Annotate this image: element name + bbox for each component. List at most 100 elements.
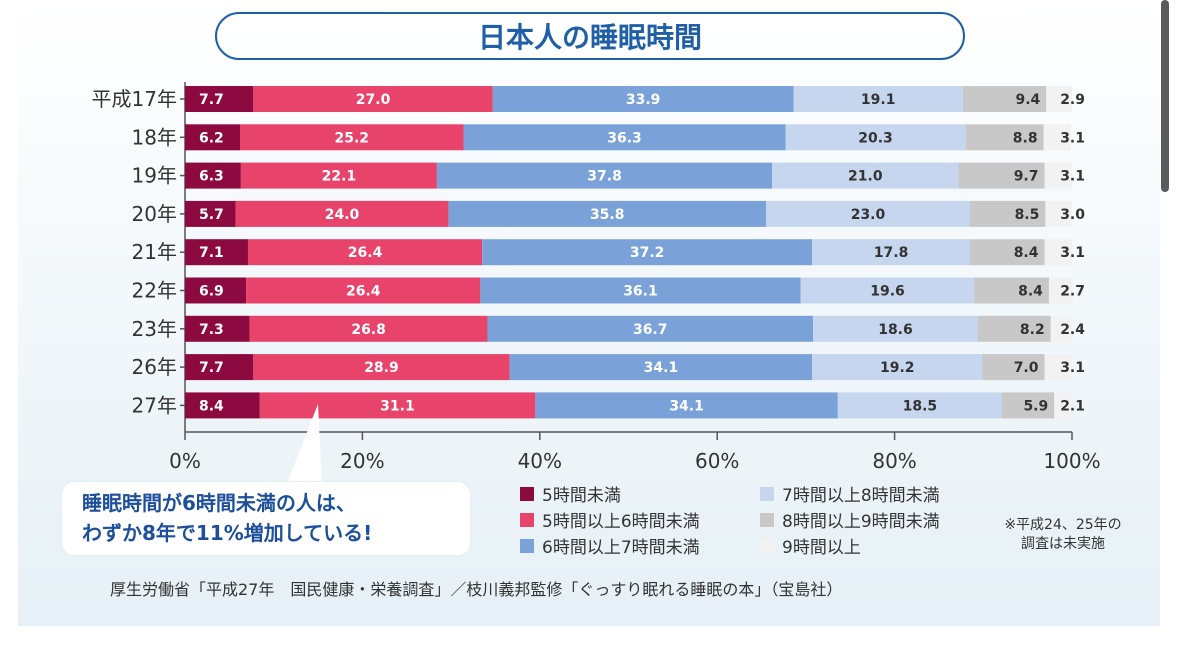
data-label: 5.7 bbox=[199, 207, 224, 223]
data-label: 36.1 bbox=[623, 284, 658, 300]
data-label: 34.1 bbox=[669, 398, 704, 414]
category-label: 20年 bbox=[132, 202, 177, 226]
bar-segment bbox=[977, 315, 1051, 342]
data-label: 27.0 bbox=[356, 92, 391, 108]
legend-swatch bbox=[760, 512, 774, 527]
bar-segment bbox=[1044, 162, 1072, 189]
data-label: 8.2 bbox=[1020, 322, 1045, 338]
note-line-2: 調査は未実施 bbox=[1021, 536, 1105, 552]
source-citation: 厚生労働省「平成27年 国民健康・栄養調査」／枝川義邦監修「ぐっすり眠れる睡眠の… bbox=[110, 580, 843, 599]
bar-segment bbox=[185, 277, 247, 304]
data-label: 6.3 bbox=[199, 169, 224, 185]
data-label: 23.0 bbox=[851, 207, 886, 223]
data-label: 6.2 bbox=[199, 130, 224, 146]
data-label: 37.8 bbox=[587, 169, 622, 185]
bar-segment bbox=[185, 200, 236, 227]
bar-segment bbox=[185, 315, 250, 342]
data-label: 36.7 bbox=[633, 322, 668, 338]
scrollbar-thumb[interactable] bbox=[1161, 0, 1169, 192]
data-label: 3.1 bbox=[1060, 245, 1085, 261]
legend-item: 6時間以上7時間未満 bbox=[520, 533, 700, 558]
bar-segment bbox=[962, 86, 1047, 112]
category-label: 22年 bbox=[132, 279, 177, 303]
bar-segment bbox=[185, 86, 254, 112]
data-label: 20.3 bbox=[858, 130, 893, 146]
bar-segment bbox=[185, 239, 248, 266]
bar-segment bbox=[982, 354, 1045, 381]
bar-segment bbox=[765, 200, 970, 227]
data-label: 6.9 bbox=[199, 284, 224, 300]
data-label: 2.4 bbox=[1060, 322, 1085, 338]
legend-label: 6時間以上7時間未満 bbox=[542, 538, 700, 558]
data-label: 2.1 bbox=[1060, 398, 1085, 414]
bar-segment bbox=[253, 86, 493, 112]
legend-item: 9時間以上 bbox=[760, 533, 861, 558]
bar-segment bbox=[958, 162, 1045, 189]
bar-segment bbox=[239, 124, 464, 151]
legend-swatch bbox=[520, 538, 534, 553]
bar-segment bbox=[259, 392, 536, 419]
legend-label: 5時間以上6時間未満 bbox=[542, 512, 700, 532]
bar-segment bbox=[1045, 200, 1072, 227]
bar-segment bbox=[1001, 392, 1055, 419]
bar-segment bbox=[812, 239, 970, 266]
legend-item: 5時間以上6時間未満 bbox=[520, 507, 700, 532]
data-label: 7.7 bbox=[199, 360, 224, 376]
bar-segment bbox=[487, 315, 813, 342]
bar-segment bbox=[812, 315, 978, 342]
callout-line-2: わずか8年で11%増加している! bbox=[82, 521, 373, 545]
bar-segment bbox=[492, 86, 794, 112]
chart-title: 日本人の睡眠時間 bbox=[215, 12, 965, 60]
bar-segment bbox=[800, 277, 975, 304]
bar-segment bbox=[1044, 239, 1072, 266]
category-label: 26年 bbox=[132, 355, 177, 379]
data-label: 19.6 bbox=[870, 284, 905, 300]
data-label: 9.4 bbox=[1015, 92, 1040, 108]
bar-segment bbox=[253, 354, 510, 381]
data-label: 33.9 bbox=[626, 92, 661, 108]
data-label: 34.1 bbox=[644, 360, 679, 376]
category-label: 平成17年 bbox=[92, 87, 177, 111]
legend-label: 9時間以上 bbox=[782, 538, 861, 558]
x-tick-label: 100% bbox=[1043, 449, 1100, 473]
data-label: 8.5 bbox=[1015, 207, 1040, 223]
legend-item: 5時間未満 bbox=[520, 481, 621, 506]
bar-segment bbox=[1043, 124, 1072, 151]
data-label: 8.4 bbox=[199, 398, 224, 414]
legend-label: 5時間未満 bbox=[542, 486, 621, 506]
bar-segment bbox=[1044, 354, 1072, 381]
data-label: 26.4 bbox=[348, 245, 383, 261]
legend-swatch bbox=[520, 486, 534, 501]
data-label: 26.4 bbox=[346, 284, 381, 300]
bar-segment bbox=[185, 392, 260, 419]
data-label: 24.0 bbox=[325, 207, 360, 223]
bar-segment bbox=[482, 239, 813, 266]
bar-segment bbox=[969, 239, 1045, 266]
x-tick-label: 40% bbox=[518, 449, 562, 473]
bar-segment bbox=[772, 162, 959, 189]
data-label: 5.9 bbox=[1023, 398, 1048, 414]
bar-segment bbox=[235, 200, 449, 227]
data-label: 2.7 bbox=[1060, 284, 1085, 300]
bar-segment bbox=[247, 239, 483, 266]
bar-segment bbox=[509, 354, 813, 381]
data-label: 8.4 bbox=[1018, 284, 1043, 300]
bar-segment bbox=[185, 124, 240, 151]
category-label: 27年 bbox=[132, 393, 177, 417]
data-label: 21.0 bbox=[848, 169, 883, 185]
data-label: 31.1 bbox=[380, 398, 415, 414]
bar-segment bbox=[1050, 315, 1072, 342]
bar-segment bbox=[1046, 86, 1072, 112]
survey-note: ※平成24、25年の 調査は未実施 bbox=[988, 516, 1138, 554]
legend-swatch bbox=[520, 512, 534, 527]
legend-item: 7時間以上8時間未満 bbox=[760, 481, 940, 506]
data-label: 8.4 bbox=[1014, 245, 1039, 261]
data-label: 2.9 bbox=[1060, 92, 1085, 108]
bar-segment bbox=[436, 162, 773, 189]
legend-item: 8時間以上9時間未満 bbox=[760, 507, 940, 532]
bar-segment bbox=[185, 354, 254, 381]
bar-segment bbox=[463, 124, 786, 151]
legend-swatch bbox=[760, 486, 774, 501]
bar-segment bbox=[185, 162, 241, 189]
